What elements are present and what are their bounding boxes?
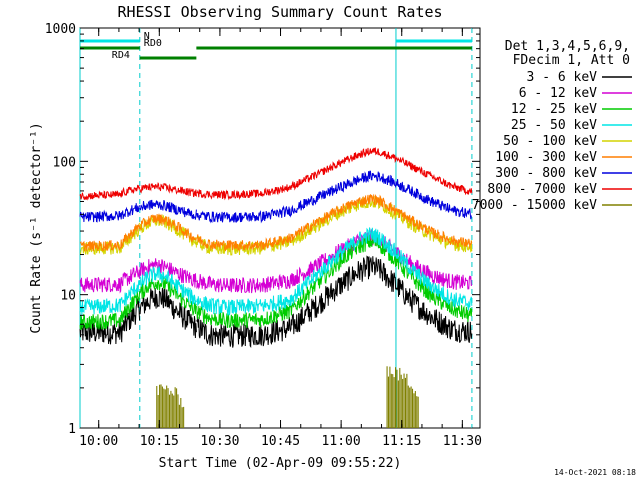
legend-entry-label: 7000 - 15000 keV [472,198,597,213]
y-tick-label: 1 [68,422,76,437]
x-tick-label: 10:00 [79,434,118,449]
x-tick-label: 11:00 [322,434,361,449]
series-line-3 [79,227,473,316]
series-line-6 [79,170,472,224]
series-line-2 [79,234,473,331]
series-line-7 [79,147,473,201]
legend: Det 1,3,4,5,6,9,FDecim 1, Att 0 3 - 6 keV… [472,39,632,213]
x-tick-label: 11:15 [382,434,421,449]
flag-label-rd0: RD0 [144,38,162,49]
y-tick-label: 10 [60,289,76,304]
flag-label-rd4: RD4 [112,50,130,61]
x-tick-label: 10:15 [140,434,179,449]
series-layer [79,147,473,428]
legend-header-line: Det 1,3,4,5,6,9, [505,39,630,54]
legend-entry-label: 800 - 7000 keV [487,182,597,197]
y-axis-label: Count Rate (s⁻¹ detector⁻¹) [29,122,44,333]
x-tick-label: 10:30 [200,434,239,449]
axes: 1 10 100 1000 10:00 10:15 10:30 10:45 11:00 11:15… [45,22,482,449]
legend-header-line: FDecim 1, Att 0 [513,53,630,68]
legend-entry-label: 50 - 100 keV [503,134,597,149]
chart-title: RHESSI Observing Summary Count Rates [117,3,442,21]
series-line-5 [79,193,473,252]
x-axis-label: Start Time (02-Apr-09 09:55:22) [159,456,402,471]
series-bursts-8 [156,366,419,428]
y-tick-label: 1000 [45,22,76,37]
generated-timestamp: 14-Oct-2021 08:18 [554,468,636,477]
x-tick-label: 10:45 [261,434,300,449]
legend-entry-label: 25 - 50 keV [511,118,597,133]
legend-entry-label: 12 - 25 keV [511,102,597,117]
legend-entry-label: 300 - 800 keV [495,166,597,181]
y-tick-label: 100 [53,155,76,170]
series-line-0 [79,255,473,349]
legend-entry-label: 3 - 6 keV [527,70,598,85]
legend-entry-label: 100 - 300 keV [495,150,597,165]
flag-label-n: N [144,31,150,42]
x-tick-label: 11:30 [443,434,482,449]
legend-entry-label: 6 - 12 keV [519,86,597,101]
